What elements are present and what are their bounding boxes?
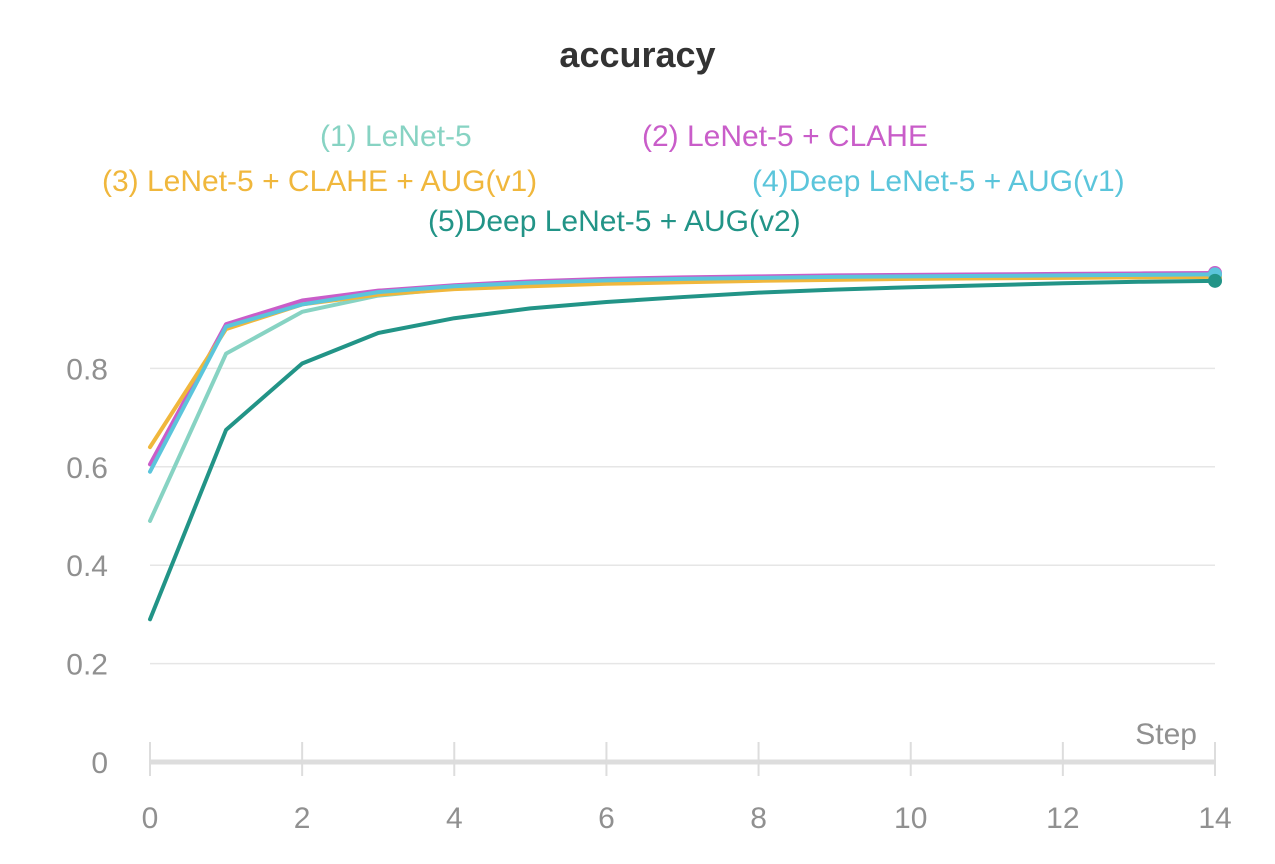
- x-tick-label: 2: [294, 802, 311, 835]
- series-end-marker-5[interactable]: [1208, 273, 1222, 288]
- x-tick-label: 14: [1198, 802, 1231, 835]
- legend-item-4[interactable]: (4)Deep LeNet-5 + AUG(v1): [752, 165, 1125, 198]
- x-axis: [149, 742, 1216, 776]
- y-tick-label: 0.4: [66, 550, 108, 583]
- series-lines: [148, 265, 1222, 622]
- series-line-1[interactable]: [148, 273, 1217, 523]
- x-tick-label: 6: [598, 802, 615, 835]
- x-tick-label: 4: [446, 802, 463, 835]
- x-tick-label: 8: [750, 802, 767, 835]
- x-tick-label: 12: [1046, 802, 1079, 835]
- y-tick-label: 0.6: [66, 452, 108, 485]
- x-tick-label: 10: [894, 802, 927, 835]
- x-tick-label: 0: [142, 802, 159, 835]
- y-tick-label: 0.8: [66, 353, 108, 386]
- legend-item-2[interactable]: (2) LeNet-5 + CLAHE: [642, 120, 928, 153]
- series-line-5[interactable]: [148, 278, 1217, 622]
- legend-item-5[interactable]: (5)Deep LeNet-5 + AUG(v2): [428, 205, 801, 238]
- x-axis-title: Step: [1135, 718, 1197, 751]
- grid-lines: [150, 367, 1215, 665]
- y-tick-label: 0: [91, 747, 108, 780]
- series-line-4[interactable]: [148, 272, 1217, 474]
- legend-item-3[interactable]: (3) LeNet-5 + CLAHE + AUG(v1): [102, 165, 538, 198]
- chart-title: accuracy: [559, 34, 716, 75]
- legend-item-1[interactable]: (1) LeNet-5: [320, 120, 472, 153]
- tick-labels: 0 0.2 0.4 0.6 0.8 0 2 4 6 8 10 12 14 Step: [66, 353, 1231, 835]
- y-tick-label: 0.2: [66, 649, 108, 682]
